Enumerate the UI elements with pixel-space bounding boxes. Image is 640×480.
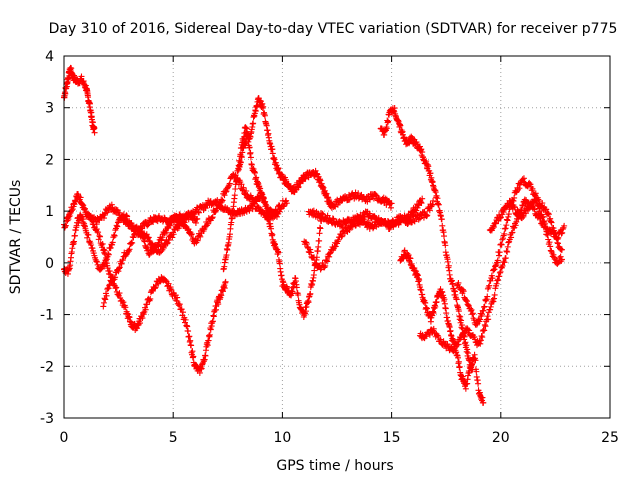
data-point (185, 328, 191, 334)
data-point (317, 225, 323, 231)
data-point (186, 333, 192, 339)
data-point (495, 277, 501, 283)
data-point (445, 259, 451, 265)
data-point (101, 300, 107, 306)
data-point (475, 381, 481, 387)
data-point (499, 237, 505, 243)
data-point (208, 327, 214, 333)
data-point (504, 249, 510, 255)
y-tick-label: 0 (45, 256, 54, 272)
data-point (106, 285, 112, 291)
y-tick-label: -1 (40, 308, 54, 324)
data-point (463, 386, 469, 392)
data-point (499, 242, 505, 248)
data-point (89, 245, 95, 251)
x-axis-title: GPS time / hours (276, 458, 393, 474)
data-point (545, 236, 551, 242)
data-point (317, 230, 323, 236)
data-point (497, 249, 503, 255)
data-point (102, 296, 108, 302)
data-point (505, 244, 511, 250)
data-point (100, 303, 106, 309)
data-point (189, 348, 195, 354)
data-point (484, 313, 490, 319)
data-point (388, 205, 394, 211)
data-point (503, 248, 509, 254)
series-sat-k (397, 247, 486, 405)
y-axis-title: SDTVAR / TECUs (8, 180, 24, 295)
data-point (503, 225, 509, 231)
data-point (315, 244, 321, 250)
data-point (486, 309, 492, 315)
data-point (128, 241, 134, 247)
data-point (545, 232, 551, 238)
data-point (496, 253, 502, 259)
y-tick-label: 4 (45, 49, 54, 65)
data-point (385, 119, 391, 125)
sdtvar-chart: Day 310 of 2016, Sidereal Day-to-day VTE… (0, 0, 640, 480)
series-sat-a (61, 65, 98, 136)
x-tick-label: 20 (492, 430, 510, 446)
data-point (547, 216, 553, 222)
y-tick-label: -3 (40, 411, 54, 427)
data-point (457, 364, 463, 370)
data-point (486, 283, 492, 289)
x-tick-label: 25 (601, 430, 619, 446)
data-point (488, 304, 494, 310)
data-point (92, 130, 98, 136)
data-point (548, 218, 554, 224)
data-point (112, 233, 118, 239)
data-point (482, 322, 488, 328)
x-tick-label: 15 (383, 430, 401, 446)
data-point (492, 292, 498, 298)
chart-title: Day 310 of 2016, Sidereal Day-to-day VTE… (49, 21, 618, 37)
data-point (441, 233, 447, 239)
data-point (491, 266, 497, 272)
data-point (469, 311, 475, 317)
y-tick-label: 3 (45, 101, 54, 117)
data-point (498, 264, 504, 270)
data-point (439, 216, 445, 222)
data-point (558, 254, 564, 260)
data-point (93, 258, 99, 264)
data-point (316, 238, 322, 244)
x-tick-label: 0 (60, 430, 69, 446)
data-point (505, 240, 511, 246)
data-point (505, 214, 511, 220)
data-point (481, 327, 487, 333)
data-point (555, 240, 561, 246)
data-point (487, 307, 493, 313)
y-tick-label: -2 (40, 359, 54, 375)
data-point (506, 211, 512, 217)
y-tick-label: 2 (45, 152, 54, 168)
data-point (462, 339, 468, 345)
x-tick-label: 10 (273, 430, 291, 446)
data-point (232, 192, 238, 198)
data-points (61, 65, 567, 406)
data-point (503, 222, 509, 228)
data-point (108, 245, 114, 251)
data-point (269, 232, 275, 238)
data-point (72, 233, 78, 239)
data-point (505, 217, 511, 223)
data-point (465, 350, 471, 356)
x-tick-label: 5 (169, 430, 178, 446)
data-point (504, 217, 510, 223)
series-sat-e (100, 171, 283, 309)
data-point (188, 342, 194, 348)
y-tick-label: 1 (45, 204, 54, 220)
data-point (250, 120, 256, 126)
